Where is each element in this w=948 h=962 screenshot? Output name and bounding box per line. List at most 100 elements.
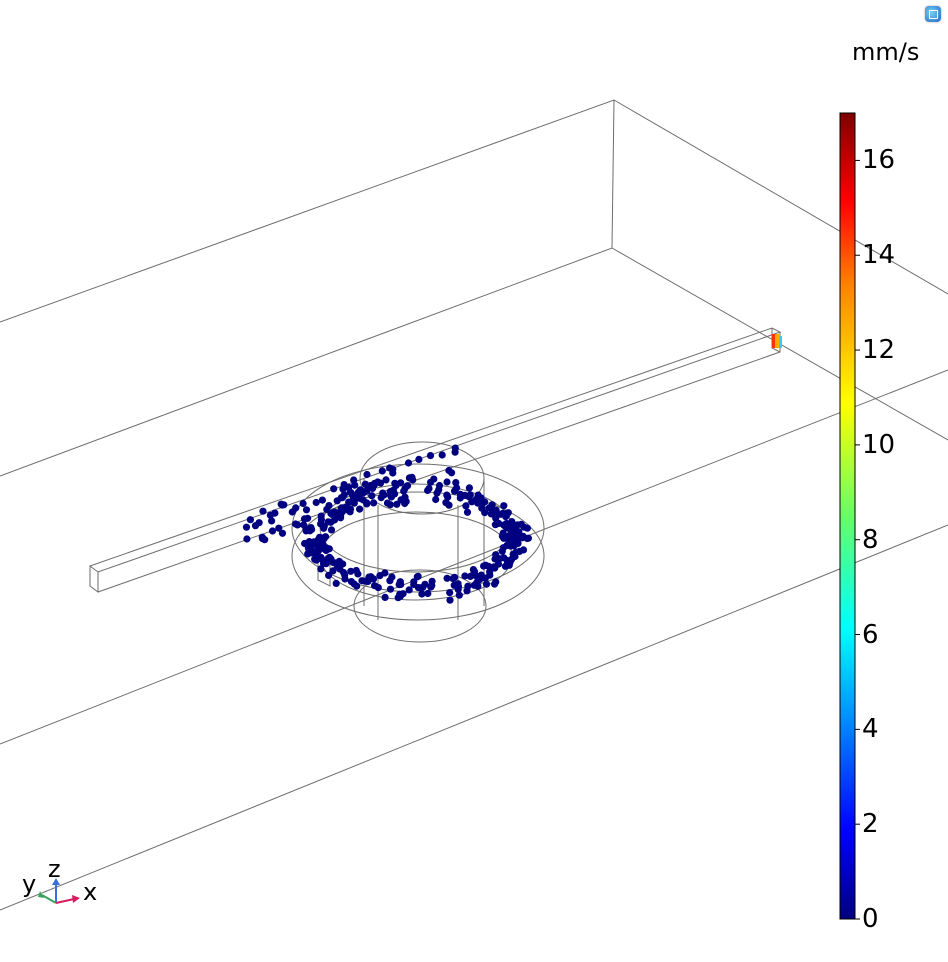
- particle: [486, 568, 494, 576]
- particle: [499, 544, 507, 552]
- particle: [519, 546, 528, 554]
- particle: [376, 572, 384, 580]
- x-axis-label: x: [83, 878, 98, 906]
- particle: [268, 517, 276, 525]
- particle: [469, 571, 477, 579]
- particle: [243, 535, 251, 543]
- particle: [468, 498, 476, 506]
- particle: [356, 505, 364, 513]
- colorbar-gradient: [839, 112, 856, 920]
- particle: [278, 529, 287, 537]
- particle: [268, 527, 277, 535]
- particle: [277, 500, 285, 508]
- particle: [340, 491, 348, 499]
- particle: [367, 573, 375, 581]
- particle: [474, 582, 482, 590]
- particle: [299, 499, 307, 508]
- particle: [456, 490, 464, 498]
- particle: [330, 485, 338, 493]
- particle: [261, 536, 269, 544]
- particle: [386, 501, 394, 509]
- particle: [424, 589, 432, 598]
- particle: [428, 577, 436, 585]
- particle: [337, 514, 345, 522]
- particle: [513, 521, 522, 529]
- particle: [318, 496, 326, 504]
- particle: [443, 491, 451, 499]
- particle: [455, 591, 463, 599]
- x-axis-head: [72, 895, 80, 903]
- particle: [370, 499, 378, 507]
- particle: [482, 561, 490, 569]
- particle: [292, 520, 300, 528]
- particle: [494, 560, 503, 568]
- particle: [380, 491, 388, 499]
- colorbar-ticks: [855, 159, 860, 920]
- particle: [400, 487, 408, 495]
- particle: [329, 567, 337, 575]
- particle: [435, 481, 444, 490]
- particle: [317, 565, 325, 573]
- particle: [347, 567, 355, 575]
- y-axis-label: y: [22, 870, 37, 898]
- particle: [312, 498, 320, 507]
- particle: [409, 476, 417, 484]
- particle: [310, 538, 318, 546]
- particle: [404, 459, 413, 467]
- view-icon[interactable]: [925, 6, 941, 22]
- particle: [302, 506, 311, 514]
- particle: [425, 484, 433, 493]
- particle: [340, 568, 348, 577]
- particle: [350, 580, 358, 588]
- particle: [450, 487, 459, 495]
- particle: [446, 589, 454, 597]
- particle: [421, 580, 429, 588]
- particle: [327, 509, 335, 517]
- particle: [368, 492, 376, 500]
- particle: [332, 579, 340, 588]
- particle: [452, 479, 460, 487]
- x-axis-arrow: [55, 898, 75, 904]
- colorbar-tick-label: 16: [862, 145, 896, 176]
- particle: [361, 480, 369, 488]
- y-axis-arrow: [41, 894, 57, 904]
- particle: [443, 478, 451, 486]
- particle: [381, 593, 389, 602]
- particle: [445, 466, 453, 475]
- colorbar-tick-label: 14: [862, 240, 896, 271]
- particle: [489, 507, 497, 515]
- particle: [510, 542, 518, 550]
- particle: [523, 524, 532, 532]
- particle-cloud: [242, 444, 533, 604]
- particle: [317, 516, 325, 524]
- particle: [443, 574, 451, 582]
- colorbar-tick-label: 0: [862, 904, 879, 934]
- particle: [414, 572, 422, 580]
- particle: [446, 596, 454, 604]
- particle: [255, 519, 263, 527]
- particle: [350, 476, 358, 484]
- particle: [325, 502, 333, 510]
- particle: [308, 525, 316, 534]
- particle: [382, 476, 390, 484]
- particle: [508, 520, 516, 528]
- particle: [275, 524, 283, 532]
- particle: [300, 515, 309, 523]
- particle: [463, 508, 472, 516]
- particle: [415, 455, 423, 463]
- colorbar-tick-label: 6: [862, 619, 879, 650]
- particle: [340, 481, 348, 489]
- particle: [358, 577, 366, 585]
- particle: [341, 575, 349, 583]
- colorbar-tick-label: 12: [862, 335, 896, 366]
- particle: [393, 500, 401, 508]
- colorbar-tick-label: 8: [862, 524, 879, 555]
- particle: [376, 479, 385, 487]
- particle: [491, 521, 499, 529]
- particle: [386, 585, 395, 593]
- inlet-markers: [772, 334, 782, 348]
- particle: [462, 502, 470, 510]
- particle: [504, 509, 512, 517]
- particle: [386, 577, 394, 585]
